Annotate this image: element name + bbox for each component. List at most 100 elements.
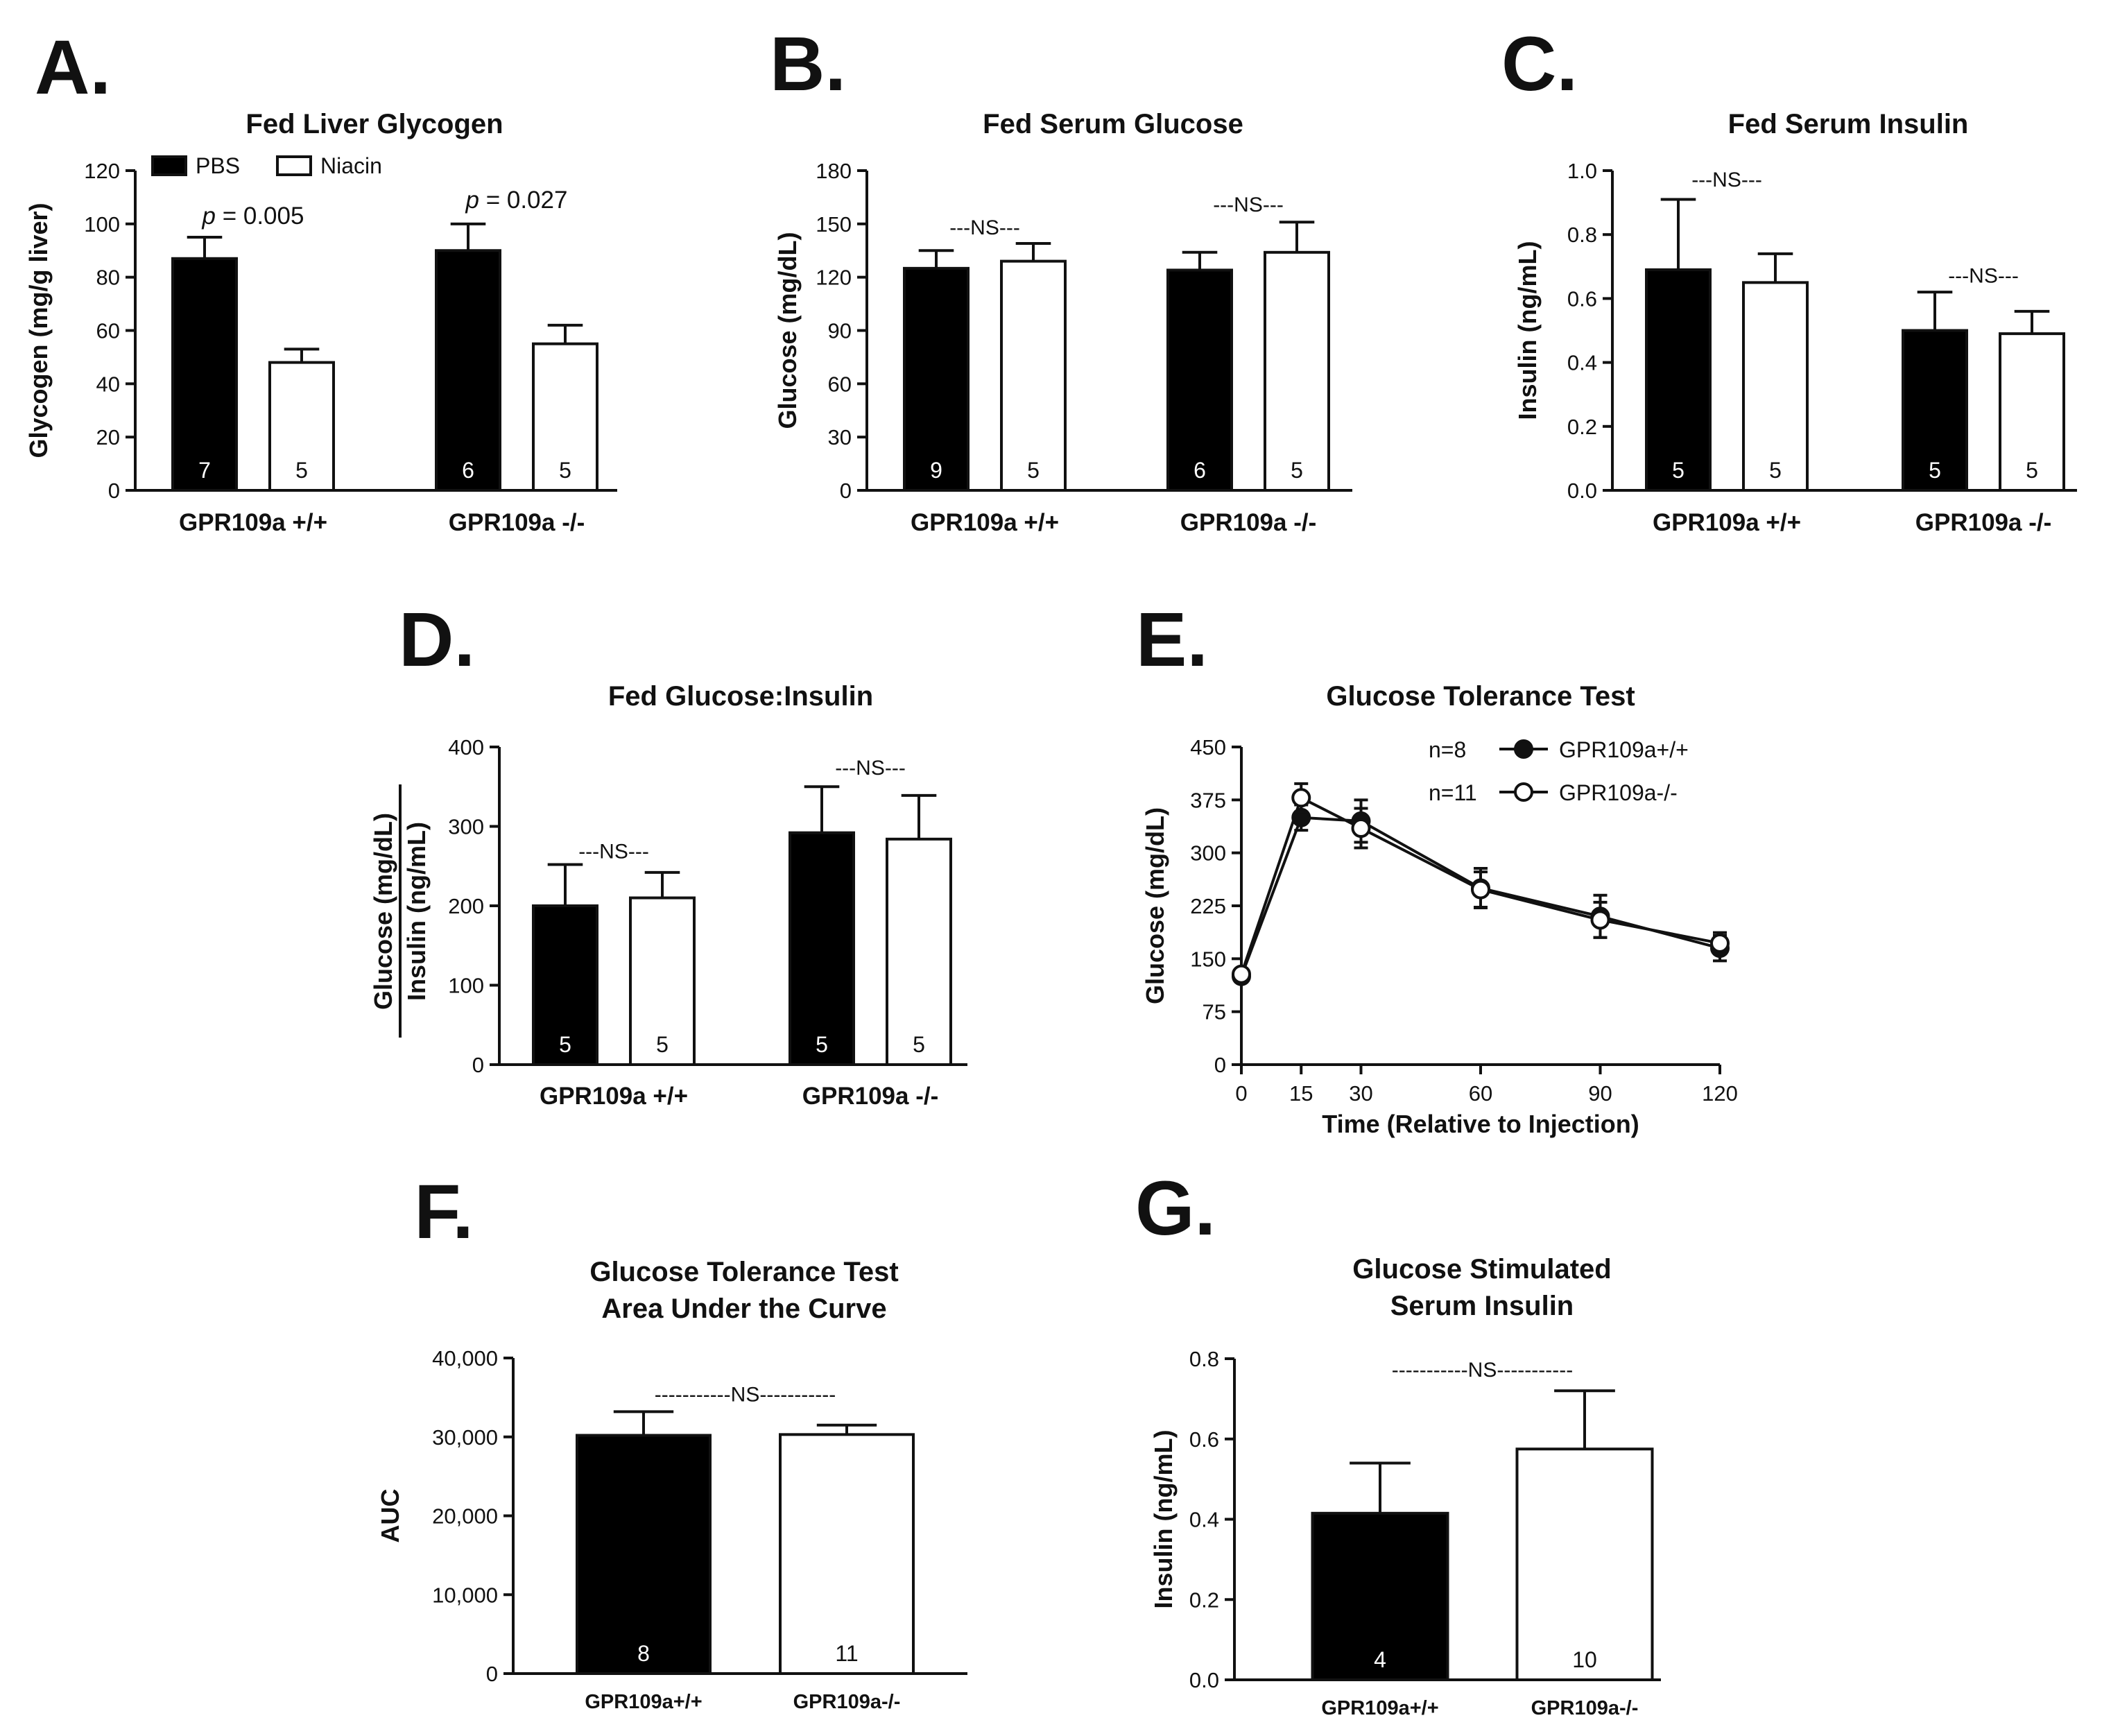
- y-tick-label: 300: [1190, 841, 1226, 866]
- category-label: GPR109a +/+: [1653, 509, 1801, 536]
- category-label: GPR109a +/+: [179, 509, 327, 536]
- y-tick-label: 100: [84, 212, 120, 237]
- y-tick-label: 60: [96, 319, 120, 343]
- panel-letter: C.: [1501, 22, 1578, 107]
- bar: [171, 257, 238, 492]
- category-label: GPR109a +/+: [911, 509, 1059, 536]
- y-tick-label: 150: [1190, 947, 1226, 971]
- n-label: 5: [1672, 458, 1685, 483]
- y-axis-label: Insulin (ng/mL): [1149, 1430, 1178, 1609]
- y-tick-label: 0: [108, 479, 120, 503]
- legend-label: PBS: [196, 153, 240, 178]
- panel-letter: E.: [1136, 597, 1208, 682]
- n-label: 5: [1291, 458, 1303, 483]
- y-tick-label: 0.8: [1189, 1347, 1219, 1371]
- y-tick-label: 0.8: [1567, 223, 1597, 247]
- bar: [1166, 268, 1233, 492]
- n-label: 5: [295, 458, 308, 483]
- y-tick-label: 0.0: [1189, 1668, 1219, 1692]
- y-axis-label: Insulin (ng/mL): [1513, 241, 1542, 420]
- n-label: 7: [198, 458, 211, 483]
- y-axis-label: Glucose (mg/dL): [1141, 807, 1169, 1004]
- chart-title: Glucose Tolerance Test: [589, 1257, 898, 1287]
- bar: [532, 904, 598, 1066]
- x-axis-label: Time (Relative to Injection): [1322, 1110, 1639, 1138]
- bar: [435, 249, 501, 492]
- y-axis-label: AUC: [376, 1489, 404, 1543]
- panel-letter: F.: [414, 1169, 474, 1255]
- legend-label: GPR109a+/+: [1559, 737, 1689, 762]
- y-tick-label: 30,000: [432, 1425, 498, 1450]
- legend-label: Niacin: [320, 153, 382, 178]
- legend-n: n=8: [1429, 737, 1466, 762]
- y-tick-label: 20: [96, 425, 120, 449]
- bar: [1515, 1447, 1654, 1681]
- category-label: GPR109a -/-: [1180, 509, 1316, 536]
- y-tick-label: 0.6: [1189, 1427, 1219, 1452]
- y-tick-label: 225: [1190, 894, 1226, 918]
- bar: [779, 1433, 915, 1675]
- y-tick-label: 60: [828, 372, 852, 396]
- panel-d: D. Fed Glucose:Insulin Glucose (mg/dL) Insu…: [369, 597, 967, 1110]
- bar: [1902, 329, 1968, 492]
- n-label: 5: [656, 1032, 669, 1057]
- y-tick-label: 150: [816, 212, 852, 237]
- x-tick-label: 15: [1289, 1081, 1313, 1106]
- y-tick-label: 40: [96, 372, 120, 396]
- y-tick-label: 0: [472, 1053, 484, 1077]
- n-label: 6: [1194, 458, 1206, 483]
- n-label: 4: [1374, 1647, 1386, 1672]
- y-tick-label: 0: [1214, 1053, 1226, 1077]
- n-label: 5: [1769, 458, 1782, 483]
- bar: [886, 837, 952, 1066]
- y-axis-label-numerator: Glucose (mg/dL): [369, 813, 397, 1010]
- bar: [1311, 1511, 1449, 1682]
- panel-b: B. Fed Serum Glucose Glucose (mg/dL) 0 30 60 9…: [770, 22, 1352, 536]
- bar: [268, 361, 335, 492]
- n-label: 8: [637, 1641, 650, 1666]
- n-label: 5: [913, 1032, 925, 1057]
- annotation-p: p: [202, 203, 216, 230]
- annotation: ---NS---: [949, 216, 1020, 239]
- legend-label: GPR109a-/-: [1559, 780, 1678, 805]
- annotation: p = 0.027: [465, 187, 568, 214]
- y-tick-label: 0.4: [1567, 351, 1597, 375]
- annotation-p: p: [465, 187, 479, 214]
- y-tick-label: 100: [448, 974, 484, 998]
- annotation: -----------NS-----------: [1392, 1359, 1573, 1382]
- annotation-value: = 0.005: [216, 203, 304, 230]
- chart-title: Glucose Tolerance Test: [1326, 681, 1635, 712]
- y-tick-label: 0: [840, 479, 852, 503]
- y-tick-label: 0.0: [1567, 479, 1597, 503]
- x-tick-label: 90: [1588, 1081, 1612, 1106]
- bar: [576, 1434, 712, 1676]
- legend-marker: [1514, 739, 1533, 759]
- y-axis-label: Glycogen (mg/g liver): [24, 203, 53, 458]
- annotation: ---NS---: [1948, 264, 2019, 287]
- y-tick-label: 40,000: [432, 1346, 498, 1370]
- y-tick-label: 120: [816, 266, 852, 290]
- n-label: 5: [816, 1032, 828, 1057]
- bar: [1000, 259, 1067, 492]
- y-tick-label: 90: [828, 319, 852, 343]
- y-tick-label: 0.6: [1567, 286, 1597, 311]
- n-label: 5: [1027, 458, 1040, 483]
- n-label: 9: [930, 458, 942, 483]
- annotation: -----------NS-----------: [655, 1384, 836, 1407]
- panel-f: F. Glucose Tolerance Test Area Under the C…: [376, 1169, 967, 1713]
- category-label: GPR109a+/+: [1321, 1697, 1438, 1719]
- category-label: GPR109a-/-: [1531, 1697, 1639, 1719]
- y-tick-label: 0.2: [1567, 415, 1597, 439]
- y-tick-label: 450: [1190, 735, 1226, 759]
- y-tick-label: 200: [448, 894, 484, 918]
- y-tick-label: 30: [828, 425, 852, 449]
- x-tick-label: 0: [1235, 1081, 1247, 1106]
- series-line: [1240, 816, 1721, 977]
- legend-marker: [1514, 782, 1533, 802]
- y-tick-label: 0.2: [1189, 1588, 1219, 1612]
- y-tick-label: 10,000: [432, 1583, 498, 1607]
- x-tick-label: 60: [1469, 1081, 1492, 1106]
- category-label: GPR109a+/+: [585, 1691, 702, 1713]
- panel-c: C. Fed Serum Insulin Insulin (ng/mL) 0.0 0.2…: [1501, 22, 2077, 536]
